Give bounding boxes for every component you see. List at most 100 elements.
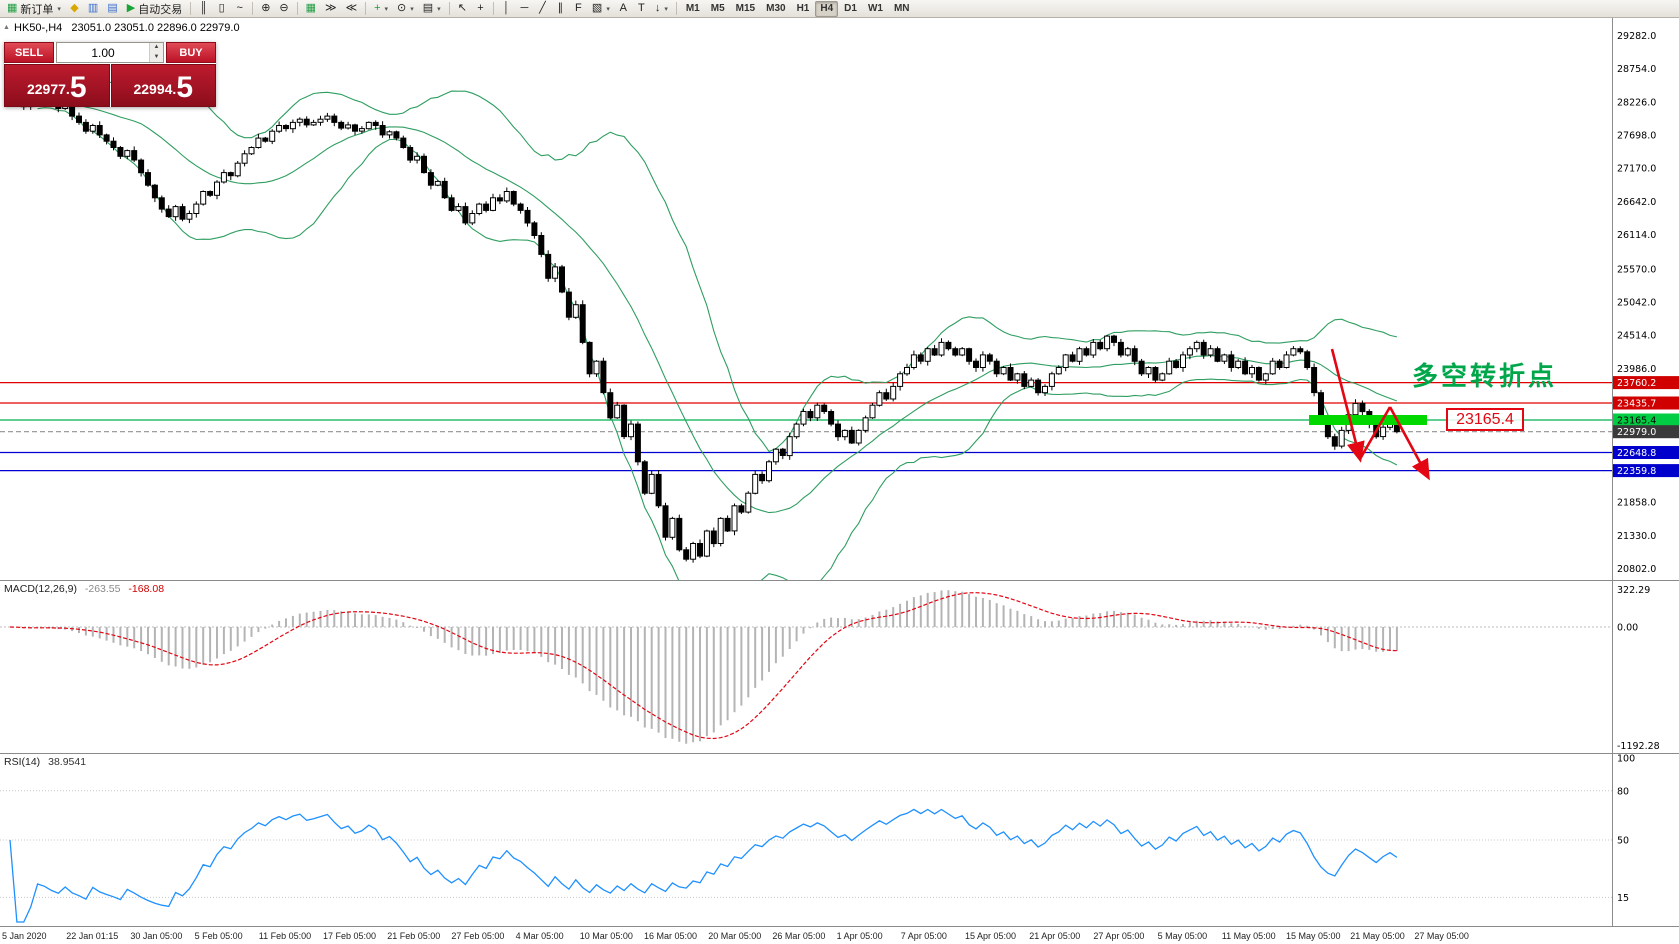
fibonacci-icon: F bbox=[575, 2, 582, 14]
zoom-out-icon: ⊖ bbox=[279, 2, 289, 14]
bar-chart-button[interactable]: ║ bbox=[195, 1, 212, 17]
support-line-1-axis-label-text: 22648.8 bbox=[1617, 448, 1656, 459]
data-window-icon: ▤ bbox=[107, 2, 118, 14]
price-tick-label: 20802.0 bbox=[1617, 564, 1656, 575]
fibonacci-button[interactable]: F bbox=[570, 1, 587, 17]
rsi-scale-label: 15 bbox=[1617, 893, 1629, 904]
trend-arrows[interactable] bbox=[1330, 348, 1430, 481]
timeframe-d1-button[interactable]: D1 bbox=[839, 1, 862, 17]
macd-indicator-label: MACD(12,26,9) -263.55 -168.08 bbox=[4, 583, 164, 595]
sell-button[interactable]: SELL bbox=[4, 42, 54, 63]
toolbar-separator bbox=[252, 2, 254, 15]
volume-input[interactable]: 1.00 ▲ ▼ bbox=[56, 42, 164, 63]
zoom-out-button[interactable]: ⊖ bbox=[275, 1, 292, 17]
toolbar-separator bbox=[190, 2, 192, 15]
auto-scroll-icon: ≫ bbox=[325, 2, 337, 14]
time-axis-label: 21 May 05:00 bbox=[1350, 931, 1405, 941]
timeframe-h1-button[interactable]: H1 bbox=[792, 1, 815, 17]
support-zone-highlight[interactable] bbox=[1309, 415, 1427, 425]
buy-button[interactable]: BUY bbox=[166, 42, 216, 63]
bollinger-lower-band bbox=[37, 107, 1398, 580]
bollinger-upper-band bbox=[37, 70, 1398, 453]
time-axis-label: 5 Jan 2020 bbox=[2, 931, 47, 941]
chart-shift-icon: ≪ bbox=[345, 2, 358, 14]
volume-increase-button[interactable]: ▲ bbox=[150, 43, 163, 53]
arrow-tools-button[interactable]: ↓ ▾ bbox=[651, 1, 672, 17]
trendline-button[interactable]: ╱ bbox=[534, 1, 551, 17]
text-label-button[interactable]: T bbox=[633, 1, 650, 17]
timeframe-m5-button[interactable]: M5 bbox=[706, 1, 730, 17]
vertical-line-icon: │ bbox=[502, 2, 510, 14]
time-axis-label: 16 Mar 05:00 bbox=[644, 931, 698, 941]
one-click-panel-toggle-icon[interactable]: ▲ bbox=[3, 24, 10, 31]
support-line-2-axis-label-text: 22359.8 bbox=[1617, 466, 1656, 477]
price-chart-canvas[interactable]: 29282.0 28754.0 28226.0 27698.0 27170.0 26642… bbox=[0, 18, 1679, 580]
price-tick-label: 24514.0 bbox=[1617, 331, 1656, 342]
auto-trading-button[interactable]: ▶ 自动交易 bbox=[123, 1, 186, 17]
timeframe-m15-button[interactable]: M15 bbox=[731, 1, 760, 17]
buy-price-display[interactable]: 22994. 5 bbox=[110, 64, 216, 107]
timeframe-m30-button[interactable]: M30 bbox=[761, 1, 790, 17]
text-icon: A bbox=[619, 2, 627, 14]
timeframe-w1-button[interactable]: W1 bbox=[863, 1, 888, 17]
rsi-panel[interactable]: 100 80 50 15 bbox=[0, 753, 1679, 926]
line-chart-button[interactable]: ~ bbox=[231, 1, 248, 17]
candlestick-chart-button[interactable]: ▯ bbox=[213, 1, 230, 17]
chart-annotation-text[interactable]: 多空转折点 bbox=[1412, 361, 1558, 391]
price-tick-label: 21858.0 bbox=[1617, 498, 1656, 509]
tile-windows-button[interactable]: ▦ bbox=[302, 1, 320, 17]
price-tick-label: 25570.0 bbox=[1617, 264, 1656, 275]
horizontal-line-button[interactable]: ─ bbox=[516, 1, 533, 17]
buy-price-fraction: 5 bbox=[176, 71, 193, 104]
auto-scroll-button[interactable]: ≫ bbox=[321, 1, 341, 17]
dropdown-caret-icon: ▾ bbox=[410, 5, 414, 13]
zoom-in-icon: ⊕ bbox=[261, 2, 271, 14]
time-axis-label: 7 Apr 05:00 bbox=[900, 931, 947, 941]
time-axis-label: 27 Feb 05:00 bbox=[451, 931, 505, 941]
cursor-button[interactable]: ↖ bbox=[454, 1, 471, 17]
chart-shift-button[interactable]: ≪ bbox=[342, 1, 362, 17]
level-price-callout[interactable]: 23165.4 bbox=[1446, 408, 1524, 431]
volume-value[interactable]: 1.00 bbox=[91, 45, 115, 60]
macd-signal-line bbox=[9, 592, 1397, 740]
timeframe-mn-button[interactable]: MN bbox=[889, 1, 915, 17]
vertical-line-button[interactable]: │ bbox=[498, 1, 515, 17]
new-order-button[interactable]: ▦ 新订单 ▾ bbox=[3, 1, 65, 17]
periods-button[interactable]: ⊙ ▾ bbox=[393, 1, 418, 17]
pivot-level-line-axis-label-text: 23165.4 bbox=[1617, 416, 1656, 427]
ohlc-values: 23051.0 23051.0 22896.0 22979.0 bbox=[71, 22, 240, 34]
shapes-button[interactable]: ▧ ▾ bbox=[588, 1, 614, 17]
volume-decrease-button[interactable]: ▼ bbox=[150, 52, 163, 62]
main-toolbar: ▦ 新订单 ▾ ◆ ▥ ▤ ▶ 自动交易 ║ ▯ ~ ⊕ ⊖ ▦ ≫ ≪ + ▾ ⊙ ▾ ▤ ▾ ↖ + │ ─ ╱ ∥ F ▧ ▾ A T ↓ ▾… bbox=[0, 0, 1679, 18]
dropdown-caret-icon: ▾ bbox=[57, 5, 61, 13]
price-tick-label: 26642.0 bbox=[1617, 197, 1656, 208]
timeframe-h4-button[interactable]: H4 bbox=[815, 0, 839, 17]
support-line-1-axis-label bbox=[1613, 446, 1679, 459]
equidistant-channel-button[interactable]: ∥ bbox=[552, 1, 569, 17]
indicators-icon: + bbox=[374, 2, 381, 14]
macd-name: MACD(12,26,9) bbox=[4, 583, 77, 595]
time-axis-label: 27 Apr 05:00 bbox=[1093, 931, 1145, 941]
text-button[interactable]: A bbox=[615, 1, 632, 17]
candlesticks bbox=[7, 90, 1400, 563]
dropdown-caret-icon: ▾ bbox=[664, 5, 668, 13]
new-order-icon: ▦ bbox=[7, 2, 18, 14]
crosshair-button[interactable]: + bbox=[472, 1, 489, 17]
volume-spinner: ▲ ▼ bbox=[149, 43, 163, 62]
metaeditor-button[interactable]: ◆ bbox=[66, 1, 83, 17]
equidistant-channel-icon: ∥ bbox=[557, 2, 564, 14]
data-window-button[interactable]: ▤ bbox=[103, 1, 121, 17]
indicators-button[interactable]: + ▾ bbox=[370, 1, 392, 17]
line-chart-icon: ~ bbox=[236, 2, 243, 14]
time-axis-label: 1 Apr 05:00 bbox=[836, 931, 883, 941]
rsi-value: 38.9541 bbox=[48, 756, 87, 768]
timeframe-m1-button[interactable]: M1 bbox=[681, 1, 705, 17]
templates-button[interactable]: ▤ ▾ bbox=[419, 1, 445, 17]
shapes-icon: ▧ bbox=[591, 2, 603, 14]
zoom-in-button[interactable]: ⊕ bbox=[257, 1, 274, 17]
macd-panel[interactable]: 322.29 0.00 -1192.28 bbox=[0, 580, 1679, 753]
market-watch-button[interactable]: ▥ bbox=[84, 1, 102, 17]
time-axis[interactable]: 5 Jan 2020 22 Jan 01:15 30 Jan 05:00 5 Feb … bbox=[0, 926, 1679, 944]
sell-price-display[interactable]: 22977. 5 bbox=[4, 64, 110, 107]
price-tick-label: 28226.0 bbox=[1617, 97, 1656, 108]
